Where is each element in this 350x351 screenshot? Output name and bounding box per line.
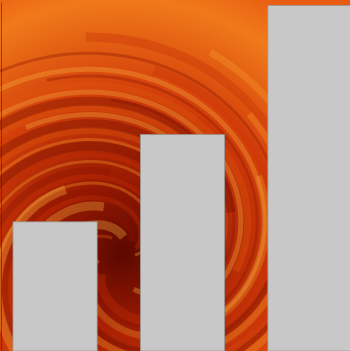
bar	[13, 222, 97, 351]
chart	[0, 0, 350, 351]
swirl	[0, 101, 231, 351]
swirl	[0, 53, 281, 350]
plot-area	[13, 5, 350, 351]
y-axis-line	[1, 3, 2, 351]
swirl	[0, 155, 157, 351]
bar	[268, 5, 350, 351]
bar	[140, 135, 224, 351]
y-axis	[1, 3, 2, 351]
